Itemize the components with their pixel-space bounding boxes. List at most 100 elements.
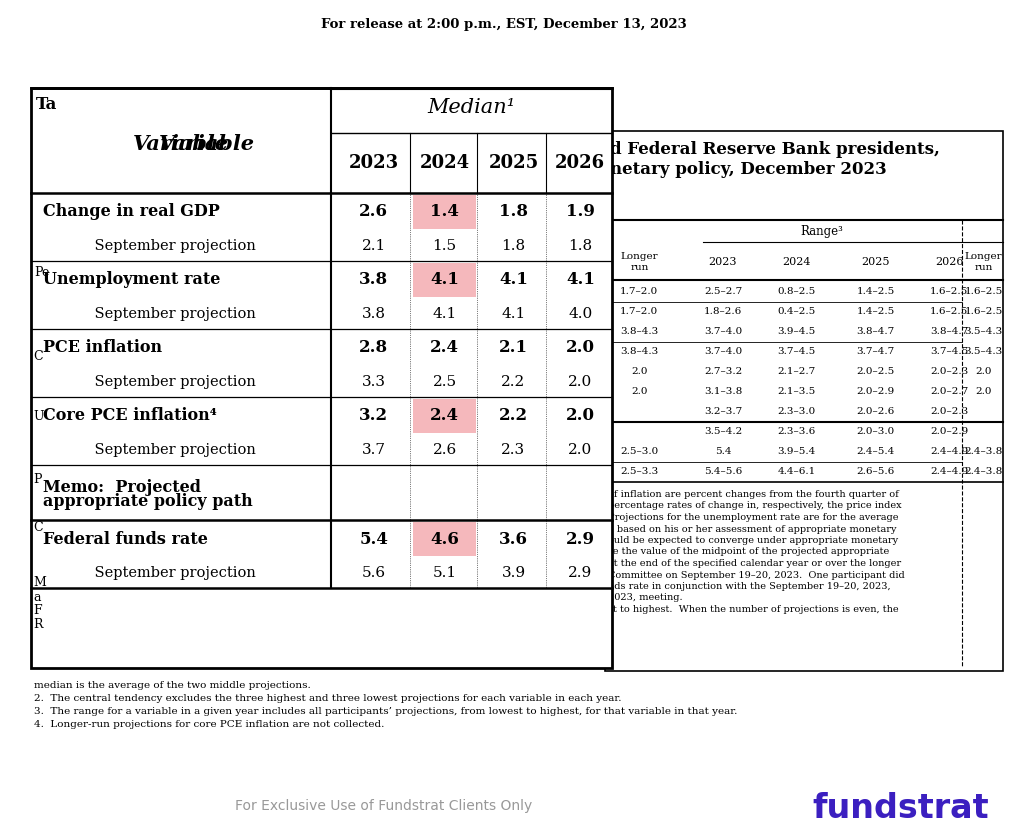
Text: F: F [34, 604, 42, 617]
Text: Core PCE inflation⁴: Core PCE inflation⁴ [43, 407, 217, 425]
Text: 1.6–2.5: 1.6–2.5 [930, 308, 969, 317]
Text: 2.0–2.7: 2.0–2.7 [930, 388, 969, 396]
Text: 2023, meeting.: 2023, meeting. [608, 594, 683, 603]
Text: 3.7–4.0: 3.7–4.0 [703, 348, 742, 356]
Text: Projections for the unemployment rate are for the average: Projections for the unemployment rate ar… [608, 513, 898, 522]
Text: 1.8: 1.8 [502, 239, 525, 253]
Text: 3.9–4.5: 3.9–4.5 [777, 328, 816, 337]
Text: 2.3–3.0: 2.3–3.0 [777, 407, 816, 416]
Text: 4.0: 4.0 [568, 307, 593, 321]
Text: 3.2: 3.2 [359, 407, 388, 425]
Text: 5.6: 5.6 [361, 566, 386, 580]
Text: Longer
run: Longer run [621, 252, 658, 272]
Text: 2.2: 2.2 [499, 407, 528, 425]
Text: 2.0–2.3: 2.0–2.3 [930, 368, 969, 376]
Text: 2.0: 2.0 [631, 388, 647, 396]
Text: 2.0–2.3: 2.0–2.3 [930, 407, 969, 416]
Text: 2.0: 2.0 [631, 368, 647, 376]
Text: 2024: 2024 [420, 154, 470, 172]
Text: 3.3: 3.3 [361, 375, 386, 389]
Text: 5.4: 5.4 [715, 447, 731, 456]
Text: 4.4–6.1: 4.4–6.1 [777, 467, 816, 477]
Text: 3.5–4.3: 3.5–4.3 [965, 328, 1002, 337]
Bar [413, 263, 476, 297]
Text: 2.0: 2.0 [566, 407, 595, 425]
Bar [413, 195, 476, 229]
Text: 2.1–3.5: 2.1–3.5 [777, 388, 816, 396]
Text: 2.4–4.9: 2.4–4.9 [930, 467, 969, 477]
Text: 3.2–3.7: 3.2–3.7 [703, 407, 742, 416]
Text: PCE inflation: PCE inflation [43, 339, 163, 356]
Text: 1.4–2.5: 1.4–2.5 [856, 308, 895, 317]
Text: re the value of the midpoint of the projected appropriate: re the value of the midpoint of the proj… [608, 548, 889, 557]
Text: 3.8: 3.8 [361, 307, 386, 321]
Text: median is the average of the two middle projections.: median is the average of the two middle … [35, 681, 311, 690]
Text: 2.5–2.7: 2.5–2.7 [703, 288, 742, 297]
Text: 2026: 2026 [555, 154, 605, 172]
Text: 2.0: 2.0 [568, 443, 593, 457]
Text: 2.4–5.4: 2.4–5.4 [856, 447, 895, 456]
Text: 1.6–2.5: 1.6–2.5 [965, 288, 1002, 297]
Text: 2.7–3.2: 2.7–3.2 [703, 368, 742, 376]
Text: Ta: Ta [36, 96, 56, 113]
Text: 3.7: 3.7 [361, 443, 386, 457]
Text: 3.8–4.7: 3.8–4.7 [930, 328, 969, 337]
Text: Range³: Range³ [800, 226, 843, 238]
Text: 5.4–5.6: 5.4–5.6 [703, 467, 742, 477]
Text: 2.8: 2.8 [359, 339, 388, 356]
Text: September projection: September projection [76, 443, 256, 457]
Text: Memo:  Projected: Memo: Projected [43, 480, 202, 497]
Text: C: C [34, 350, 43, 363]
Text: 4.6: 4.6 [430, 531, 459, 548]
Text: netary policy, December 2023: netary policy, December 2023 [610, 161, 887, 178]
Text: fundstrat: fundstrat [812, 792, 988, 824]
Text: C: C [34, 521, 43, 534]
Text: 3.7–4.7: 3.7–4.7 [856, 348, 895, 356]
Text: 3.1–3.8: 3.1–3.8 [703, 388, 742, 396]
Text: 2.  The central tendency excludes the three highest and three lowest projections: 2. The central tendency excludes the thr… [35, 694, 622, 703]
Text: 2.5–3.0: 2.5–3.0 [621, 447, 658, 456]
Text: 4.1: 4.1 [566, 272, 595, 288]
Text: 2.0–2.9: 2.0–2.9 [930, 427, 969, 436]
Text: 3.6: 3.6 [499, 531, 528, 548]
Text: Variable: Variable [133, 134, 229, 154]
Text: 1.8–2.6: 1.8–2.6 [703, 308, 742, 317]
Text: U: U [34, 410, 44, 423]
Text: st to highest.  When the number of projections is even, the: st to highest. When the number of projec… [608, 605, 898, 614]
Text: September projection: September projection [76, 375, 256, 389]
Text: 2.4: 2.4 [430, 407, 459, 425]
Text: e based on his or her assessment of appropriate monetary: e based on his or her assessment of appr… [608, 524, 896, 533]
Text: 3.8–4.7: 3.8–4.7 [856, 328, 895, 337]
Text: 2.0–2.5: 2.0–2.5 [856, 368, 895, 376]
Bar [413, 399, 476, 433]
Text: M: M [34, 576, 46, 589]
Text: 1.7–2.0: 1.7–2.0 [621, 288, 658, 297]
Text: 5.1: 5.1 [432, 566, 457, 580]
Text: 2.0: 2.0 [976, 368, 992, 376]
Text: percentage rates of change in, respectively, the price index: percentage rates of change in, respectiv… [608, 502, 901, 511]
Text: 4.1: 4.1 [499, 272, 528, 288]
Text: 2026: 2026 [935, 257, 964, 267]
Text: 1.7–2.0: 1.7–2.0 [621, 308, 658, 317]
Text: 2.3: 2.3 [502, 443, 525, 457]
Text: 0.8–2.5: 0.8–2.5 [777, 288, 816, 297]
Text: 1.9: 1.9 [566, 203, 595, 221]
Text: 1.8: 1.8 [568, 239, 593, 253]
Bar [413, 522, 476, 556]
Text: 2.4–4.9: 2.4–4.9 [930, 447, 969, 456]
Text: 2.0: 2.0 [568, 375, 593, 389]
Text: 2.4–3.8: 2.4–3.8 [965, 467, 1002, 477]
Text: 2.1: 2.1 [499, 339, 528, 356]
Text: 3.8–4.3: 3.8–4.3 [621, 328, 658, 337]
Text: of inflation are percent changes from the fourth quarter of: of inflation are percent changes from th… [608, 490, 899, 499]
Text: 3.5–4.3: 3.5–4.3 [965, 348, 1002, 356]
Text: Change in real GDP: Change in real GDP [43, 203, 220, 221]
Text: 1.5: 1.5 [432, 239, 457, 253]
Text: 2.6–5.6: 2.6–5.6 [856, 467, 895, 477]
Text: 4.1: 4.1 [502, 307, 525, 321]
Text: 4.1: 4.1 [432, 307, 457, 321]
Text: Longer
run: Longer run [965, 252, 1002, 272]
Text: For Exclusive Use of Fundstrat Clients Only: For Exclusive Use of Fundstrat Clients O… [234, 799, 532, 813]
Text: a: a [34, 591, 41, 604]
Text: Federal funds rate: Federal funds rate [43, 531, 208, 548]
